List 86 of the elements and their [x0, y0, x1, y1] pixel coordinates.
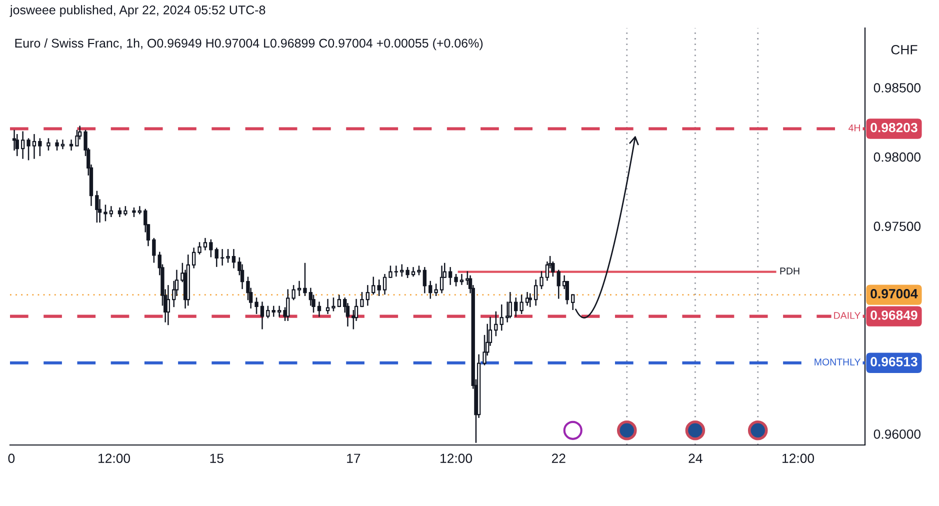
- candlestick: [332, 298, 336, 312]
- candlestick: [534, 280, 538, 306]
- candlestick: [198, 242, 202, 254]
- candlestick: [360, 292, 364, 308]
- ref-line-label: DAILY: [834, 312, 861, 319]
- candlestick: [32, 134, 36, 159]
- candlestick: [520, 294, 524, 314]
- candlestick: [220, 249, 224, 266]
- candlestick: [166, 285, 170, 326]
- y-tick-label: 0.98500: [874, 83, 921, 92]
- candlestick: [326, 298, 330, 314]
- candlestick: [26, 138, 30, 160]
- candlestick: [109, 206, 114, 218]
- ref-line-label: 4H: [848, 124, 860, 132]
- candlestick: [192, 248, 196, 268]
- candlestick: [372, 276, 376, 295]
- candlestick: [400, 264, 404, 277]
- candlestick: [500, 304, 504, 331]
- candlestick: [55, 140, 59, 151]
- candlestick: [540, 271, 544, 290]
- text: 0.96513: [870, 357, 918, 366]
- x-tick-label: 22: [552, 454, 566, 463]
- candlestick: [525, 292, 530, 306]
- candlestick: [266, 306, 270, 318]
- candlestick: [60, 140, 65, 150]
- candlestick: [448, 267, 452, 285]
- candlestick: [46, 138, 50, 151]
- candlestick: [454, 274, 458, 286]
- candlestick: [337, 294, 342, 308]
- ref-line-label: MONTHLY: [814, 358, 861, 366]
- candlestick: [406, 267, 410, 278]
- candlestick: [556, 270, 560, 299]
- candlestick: [460, 274, 464, 285]
- candlestick: [440, 266, 444, 294]
- candlestick: [377, 280, 381, 296]
- candlestick: [508, 292, 512, 318]
- candlestick: [494, 311, 498, 336]
- candlestick: [428, 280, 432, 299]
- candlestick: [528, 293, 532, 308]
- candlestick: [422, 267, 427, 294]
- candlestick: [514, 298, 518, 317]
- candlestick: [75, 130, 79, 146]
- candlestick: [95, 190, 99, 223]
- x-tick-label: 15: [210, 454, 224, 464]
- candlestick: [286, 289, 290, 321]
- candlestick: [38, 138, 42, 156]
- x-tick-label: 0: [8, 454, 15, 464]
- text: 0.97004: [870, 289, 918, 298]
- candlestick: [69, 140, 74, 151]
- candlestick: [226, 249, 230, 263]
- candlestick: [317, 302, 322, 317]
- y-tick-label: 0.98000: [874, 152, 921, 162]
- candlestick: [272, 306, 276, 317]
- text: 0.98203: [870, 122, 918, 132]
- candlestick: [214, 248, 218, 267]
- text: Euro / Swiss Franc, 1h, O0.96949 H0.97004 L0.96899 C0.97004 +0.00055 (+0.06%): [15, 38, 483, 50]
- candlestick: [292, 285, 296, 300]
- candlestick: [20, 131, 25, 159]
- text: 0.96849: [870, 310, 918, 320]
- candlestick: [254, 298, 258, 314]
- candlestick: [15, 134, 19, 156]
- candlestick: [232, 249, 236, 268]
- series-label: PDH: [780, 268, 800, 274]
- y-tick-label: 0.96000: [874, 429, 921, 439]
- y-tick-label: 0.97500: [874, 222, 921, 232]
- candlestick: [277, 306, 282, 317]
- candlestick: [260, 302, 264, 330]
- y-axis-title: CHF: [891, 45, 918, 54]
- candlestick: [388, 266, 392, 278]
- x-tick-label: 12:00: [782, 454, 814, 464]
- candlestick: [203, 238, 208, 250]
- candlestick: [366, 285, 370, 306]
- candlestick: [382, 274, 387, 295]
- candlestick: [152, 238, 156, 263]
- candlestick: [434, 284, 438, 296]
- candlestick: [209, 239, 213, 258]
- candlestick: [394, 266, 398, 277]
- candlestick: [297, 280, 302, 296]
- candlestick: [303, 262, 307, 296]
- chart-subtitle: josweee published, Apr 22, 2024 05:52 UTC-8: [10, 5, 266, 17]
- x-tick-label: 24: [688, 454, 702, 463]
- x-tick-label: 12:00: [440, 454, 472, 464]
- x-tick-label: 12:00: [98, 454, 130, 464]
- candlestick: [138, 206, 142, 214]
- x-tick-label: 17: [347, 454, 360, 463]
- candlestick: [104, 204, 108, 222]
